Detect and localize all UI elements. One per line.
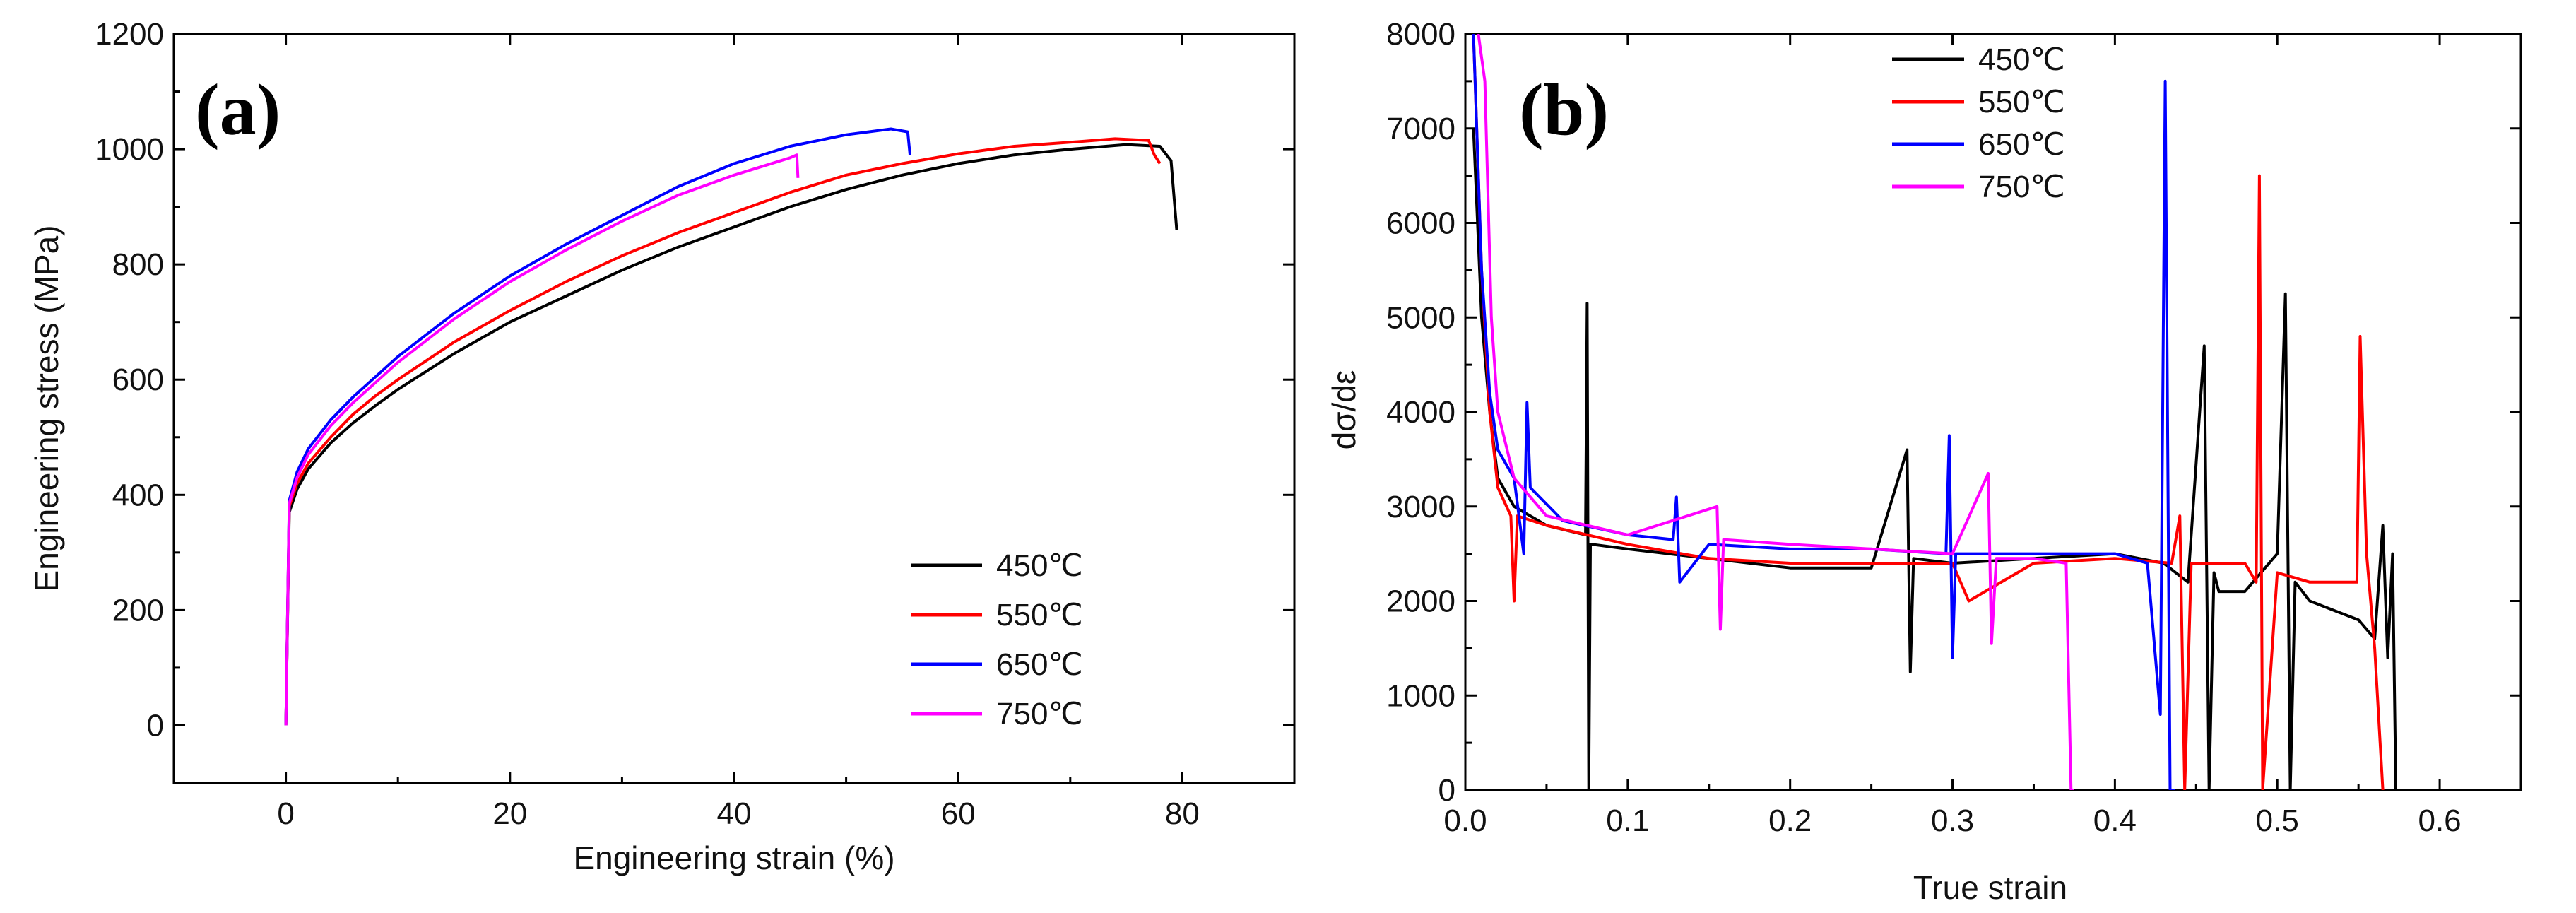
y-tick-label-b: 5000	[1386, 300, 1455, 335]
y-tick-label-a: 0	[147, 708, 164, 743]
legend-label-b: 550℃	[1978, 85, 2065, 119]
series-line-b-4	[1477, 34, 2074, 790]
legend-a: 750℃ 650℃ 550℃ 450℃	[911, 548, 1083, 731]
legend-label-b: 650℃	[1978, 127, 2065, 162]
panel-label-a: (a)	[195, 69, 280, 151]
x-tick-label-b: 0.5	[2256, 803, 2299, 838]
y-tick-label-b: 4000	[1386, 395, 1455, 430]
y-tick-label-b: 8000	[1386, 17, 1455, 52]
y-tick-label-b: 0	[1438, 773, 1455, 808]
y-tick-label-a: 1000	[95, 132, 164, 167]
y-tick-label-b: 6000	[1386, 206, 1455, 241]
y-axis-title-b: dσ/dε	[1325, 370, 1362, 450]
legend-b: 450℃ 550℃ 650℃ 750℃	[1892, 42, 2065, 204]
legend-label-b: 750℃	[1978, 170, 2065, 204]
x-tick-label-b: 0.4	[2093, 803, 2137, 838]
x-tick-label-b: 0.6	[2418, 803, 2461, 838]
x-tick-label-a: 80	[1165, 796, 1200, 831]
y-axis-title-a: Engineering stress (MPa)	[28, 225, 65, 592]
series-line-a-4	[284, 153, 800, 726]
y-tick-label-b: 7000	[1386, 112, 1455, 146]
series-lines-a	[284, 127, 1178, 726]
y-tick-label-b: 3000	[1386, 490, 1455, 524]
x-tick-label-a: 60	[941, 796, 976, 831]
panel-label-b: (b)	[1519, 69, 1609, 151]
x-tick-label-a: 40	[717, 796, 752, 831]
axis-ticks-b: 0.0 0.1 0.2 0.3 0.4 0.5 0.6 0 1000 2000 3000 4000 50…	[1386, 17, 2521, 838]
y-tick-label-b: 2000	[1386, 584, 1455, 619]
x-tick-label-a: 0	[277, 796, 294, 831]
legend-label-b: 450℃	[1978, 42, 2065, 77]
panel-b: 0.0 0.1 0.2 0.3 0.4 0.5 0.6 0 1000 2000 3000 4000 50…	[1325, 17, 2522, 906]
series-line-a-1	[284, 143, 1178, 726]
legend-label-a: 550℃	[996, 598, 1083, 632]
x-tick-label-b: 0.1	[1606, 803, 1649, 838]
x-tick-label-b: 0.2	[1768, 803, 1812, 838]
series-line-a-3	[284, 127, 911, 726]
y-tick-label-a: 600	[112, 363, 164, 397]
x-tick-label-b: 0.3	[1931, 803, 1974, 838]
series-line-b-3	[1472, 34, 2175, 790]
legend-label-a: 750℃	[996, 697, 1083, 731]
x-axis-title-b: True strain	[1913, 869, 2067, 906]
series-line-b-2	[1472, 34, 2385, 790]
series-line-a-2	[284, 137, 1162, 726]
legend-label-a: 450℃	[996, 548, 1083, 583]
x-tick-label-b: 0.0	[1443, 803, 1487, 838]
y-tick-label-a: 400	[112, 478, 164, 512]
series-lines-b	[1472, 34, 2397, 790]
x-tick-label-a: 20	[492, 796, 527, 831]
y-tick-label-b: 1000	[1386, 678, 1455, 713]
x-axis-title-a: Engineering strain (%)	[573, 840, 894, 876]
y-tick-label-a: 800	[112, 247, 164, 282]
y-tick-label-a: 1200	[95, 17, 164, 52]
y-tick-label-a: 200	[112, 593, 164, 628]
legend-label-a: 650℃	[996, 647, 1083, 682]
